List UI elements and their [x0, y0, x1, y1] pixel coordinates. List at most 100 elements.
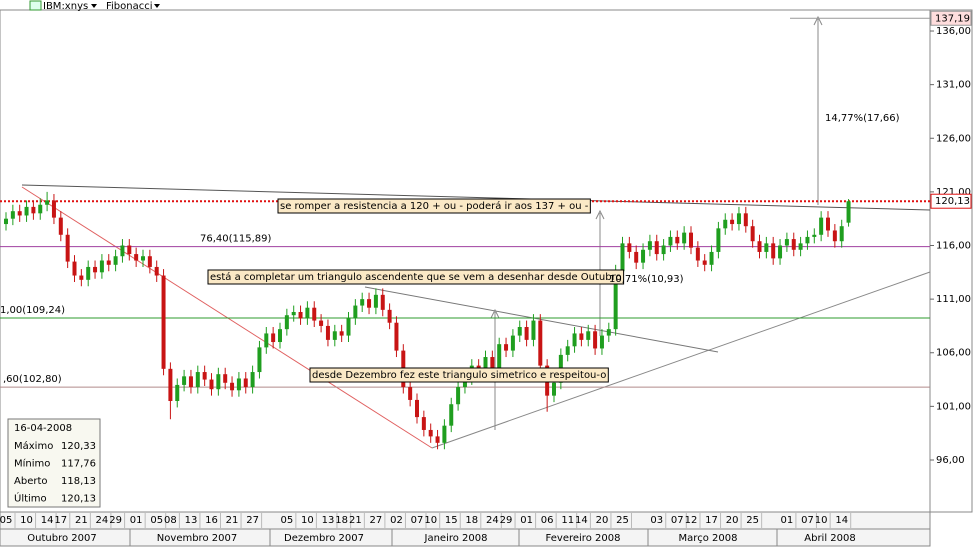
x-tick-label: 17 [54, 515, 67, 526]
candle-body [647, 241, 652, 250]
symbol[interactable]: IBM:xnys [43, 1, 88, 12]
y-tick-label: 126,00 [936, 133, 971, 144]
candle-body [524, 327, 529, 340]
candle-body [778, 245, 783, 259]
candle-body [278, 329, 282, 343]
candle-body [38, 204, 43, 214]
x-tick-label: 10 [301, 515, 314, 526]
x-tick-label: 18 [465, 515, 478, 526]
candle-body [709, 251, 714, 265]
candle-body [839, 226, 844, 242]
candle-body [367, 299, 372, 308]
candle-body [497, 344, 502, 368]
candle-body [325, 325, 330, 340]
candle-body [743, 213, 748, 227]
x-tick-label: 14 [835, 515, 848, 526]
candle-body [17, 211, 22, 216]
x-tick-label: 10 [20, 515, 33, 526]
candle-body [750, 226, 755, 242]
candle-body [661, 245, 666, 255]
candle-body [31, 206, 36, 214]
candle-body [147, 256, 152, 267]
price-marker-box [930, 10, 972, 26]
info-value: 120,33 [61, 441, 96, 452]
candle-body [572, 333, 577, 347]
candle-body [675, 236, 680, 244]
study[interactable]: Fibonacci [106, 1, 153, 12]
candle-body [449, 404, 454, 426]
y-tick-label: 106,00 [936, 348, 971, 359]
candle-body [654, 241, 659, 255]
x-tick-label: 07 [801, 515, 814, 526]
candle-body [415, 399, 419, 418]
month-label: Outubro 2007 [27, 533, 96, 544]
candle-body [230, 382, 235, 391]
x-tick-label: 27 [370, 515, 383, 526]
x-tick-label: 21 [349, 515, 362, 526]
candle-body [387, 309, 392, 323]
price-marker-box [930, 193, 972, 209]
x-tick-label: 15 [445, 515, 458, 526]
candle-body [565, 346, 570, 355]
y-tick-label: 136,00 [936, 26, 971, 37]
month-label: Novembro 2007 [157, 533, 237, 544]
candle-body [819, 217, 824, 235]
x-tick-label: 24 [96, 515, 109, 526]
fib-label: 76,40(115,89) [200, 234, 272, 245]
annotation-box [309, 367, 609, 383]
info-box [7, 418, 101, 508]
trendline [364, 286, 719, 353]
symbol-icon[interactable] [29, 0, 42, 11]
x-tick-label: 25 [746, 515, 759, 526]
candle-body [305, 307, 310, 319]
candle-body [45, 200, 50, 205]
candle-body [599, 335, 604, 349]
x-tick-label: 08 [164, 515, 177, 526]
candle-body [798, 243, 803, 250]
x-tick-label: 11 [561, 515, 574, 526]
candle-body [627, 243, 632, 252]
candle-body [490, 357, 495, 368]
x-tick-label: 01 [781, 515, 794, 526]
candle-body [620, 243, 625, 272]
candle-body [613, 271, 618, 330]
candle-body [394, 322, 399, 351]
candle-body [223, 374, 228, 383]
arrow-head [490, 308, 500, 319]
candle-body [504, 344, 509, 351]
x-tick-label: 17 [705, 515, 718, 526]
candle-body [4, 218, 8, 225]
candle-body [531, 320, 536, 340]
candle-body [442, 425, 447, 443]
x-tick-label: 07 [671, 515, 684, 526]
x-tick-label: 21 [226, 515, 239, 526]
candle-body [168, 368, 173, 402]
candle-body [86, 266, 91, 280]
x-tick-label: 05 [150, 515, 163, 526]
candle-body [120, 245, 125, 257]
symbol-dropdown[interactable] [91, 4, 97, 8]
candle-body [188, 376, 193, 388]
annotation: está a completar um triangulo ascendente… [210, 271, 622, 283]
y-tick-label: 111,00 [936, 294, 971, 305]
x-tick-label: 29 [109, 515, 122, 526]
info-value: 120,13 [61, 494, 96, 505]
candle-body [462, 378, 467, 388]
x-tick-label: 20 [596, 515, 609, 526]
study-dropdown[interactable] [154, 4, 160, 8]
candle-body [195, 372, 200, 388]
price-marker-label: 120,13 [935, 196, 970, 207]
candle-body [216, 374, 221, 390]
annotation: desde Dezembro fez este triangulo simetr… [312, 370, 606, 381]
candle-body [579, 333, 584, 340]
fib-label: ,60(102,80) [3, 374, 62, 385]
x-tick-label: 20 [726, 515, 739, 526]
month-label: Dezembro 2007 [284, 533, 364, 544]
candle-body [634, 251, 639, 263]
y-tick-label: 101,00 [936, 401, 971, 412]
x-tick-label: 01 [130, 515, 143, 526]
candle-body [771, 243, 776, 259]
candle-body [764, 243, 769, 252]
candle-body [791, 239, 796, 250]
arrow-head [595, 209, 605, 220]
